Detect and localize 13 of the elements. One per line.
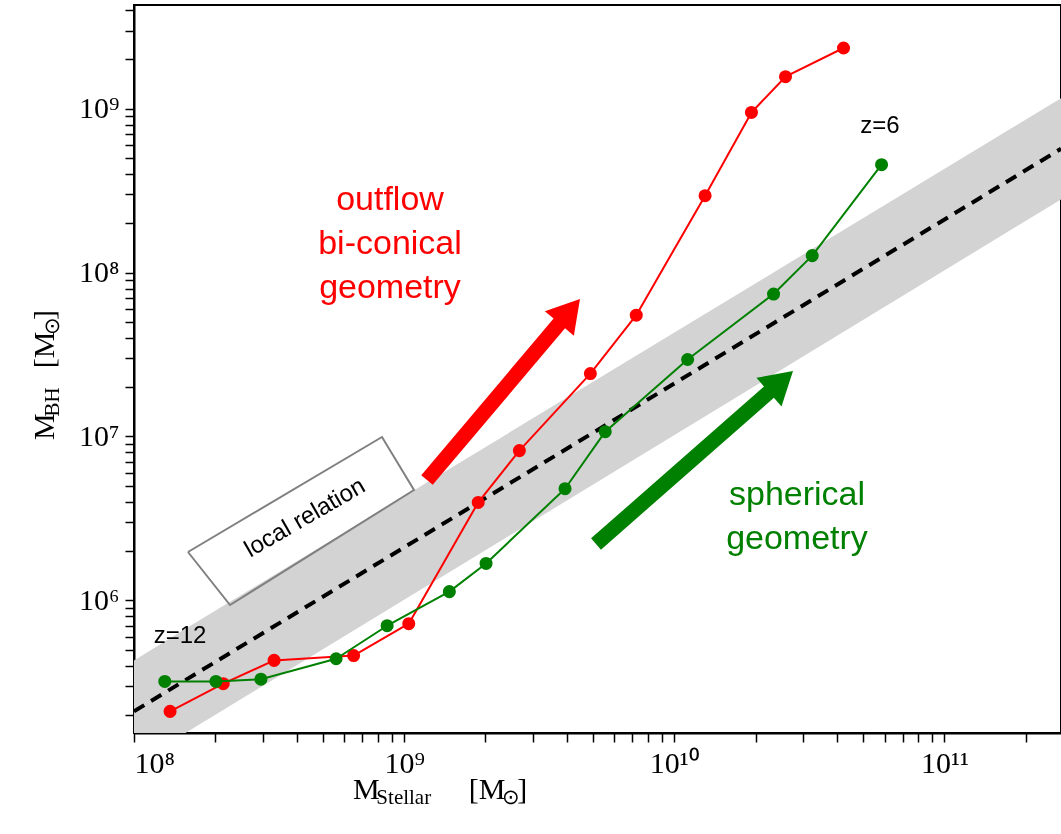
x-tick-label: 10¹¹ [920, 745, 969, 779]
y-tick-label: 10⁹ [79, 91, 120, 125]
y-tick-label: 10⁷ [79, 418, 120, 452]
annotation: z=6 [860, 111, 900, 138]
x-tick-label: 10¹⁰ [649, 745, 700, 779]
text: outflow bi-conical geometry [318, 179, 462, 305]
annotation: z=12 [153, 621, 207, 648]
x-tick-label: 10⁸ [134, 745, 175, 779]
y-tick-label: 10⁸ [79, 255, 120, 289]
y-tick-label: 10⁶ [79, 582, 120, 616]
x-tick-label: 10⁹ [384, 745, 425, 779]
text: spherical geometry [726, 474, 868, 556]
y-axis-title: MBH [M⊙] [27, 309, 64, 440]
